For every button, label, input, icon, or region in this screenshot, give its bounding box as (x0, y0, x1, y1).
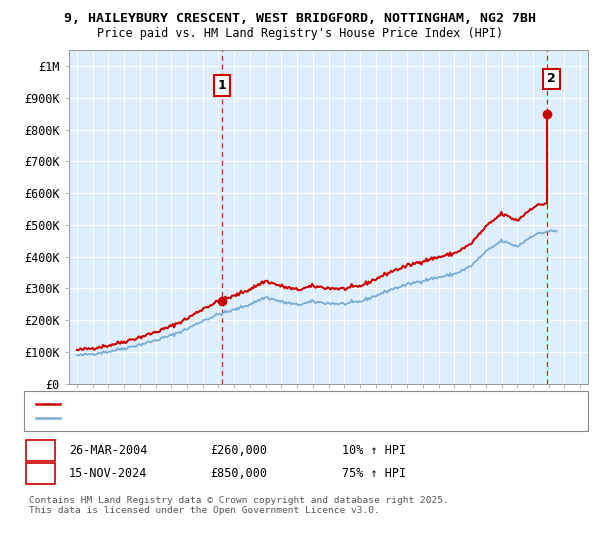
Text: Contains HM Land Registry data © Crown copyright and database right 2025.
This d: Contains HM Land Registry data © Crown c… (29, 496, 449, 515)
Text: 9, HAILEYBURY CRESCENT, WEST BRIDGFORD, NOTTINGHAM, NG2 7BH (detached house): 9, HAILEYBURY CRESCENT, WEST BRIDGFORD, … (66, 399, 522, 409)
Text: 2: 2 (547, 72, 556, 86)
Text: 75% ↑ HPI: 75% ↑ HPI (342, 466, 406, 480)
Text: 26-MAR-2004: 26-MAR-2004 (69, 444, 148, 458)
Text: £260,000: £260,000 (210, 444, 267, 458)
Text: 15-NOV-2024: 15-NOV-2024 (69, 466, 148, 480)
Text: 9, HAILEYBURY CRESCENT, WEST BRIDGFORD, NOTTINGHAM, NG2 7BH: 9, HAILEYBURY CRESCENT, WEST BRIDGFORD, … (64, 12, 536, 25)
Text: 10% ↑ HPI: 10% ↑ HPI (342, 444, 406, 458)
Text: HPI: Average price, detached house, Rushcliffe: HPI: Average price, detached house, Rush… (66, 413, 342, 423)
Text: 1: 1 (37, 444, 44, 458)
Text: 1: 1 (218, 79, 226, 92)
Text: 2: 2 (37, 466, 44, 480)
Text: £850,000: £850,000 (210, 466, 267, 480)
Text: Price paid vs. HM Land Registry's House Price Index (HPI): Price paid vs. HM Land Registry's House … (97, 27, 503, 40)
